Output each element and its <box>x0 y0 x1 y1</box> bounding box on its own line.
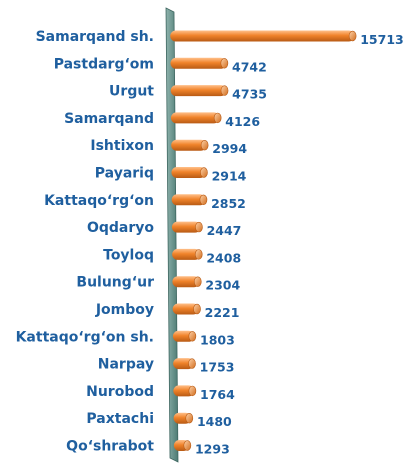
category-label: Urgut <box>109 84 154 100</box>
category-label: Qo‘shrabot <box>66 439 154 455</box>
category-label: Samarqand <box>64 111 154 127</box>
value-label: 4126 <box>225 114 260 129</box>
bar <box>173 385 197 397</box>
bar <box>172 303 201 315</box>
bar <box>170 112 222 124</box>
category-label: Nurobod <box>86 384 154 400</box>
category-label: Samarqand sh. <box>36 29 154 45</box>
category-label: Paxtachi <box>86 411 154 427</box>
bar <box>171 139 209 151</box>
category-label: Pastdarg‘om <box>54 56 154 72</box>
bar <box>170 57 229 69</box>
category-label: Ishtixon <box>90 138 154 154</box>
bar <box>172 276 202 288</box>
bar <box>171 167 208 178</box>
bar <box>173 412 194 424</box>
axis-wall-plane <box>165 7 179 463</box>
value-label: 4742 <box>232 59 267 74</box>
category-label: Oqdaryo <box>87 220 154 236</box>
value-label: 1293 <box>195 442 230 457</box>
category-label: Payariq <box>95 166 154 182</box>
value-label: 2447 <box>207 223 242 238</box>
bar <box>170 85 229 97</box>
value-label: 1764 <box>200 387 235 402</box>
value-label: 1480 <box>197 414 232 429</box>
bar <box>173 440 192 451</box>
bar <box>173 358 196 370</box>
value-label: 15713 <box>360 32 404 47</box>
value-label: 1803 <box>200 332 235 347</box>
bar <box>172 330 197 342</box>
bar <box>171 194 208 206</box>
value-label: 2221 <box>205 305 240 320</box>
bar <box>170 30 357 42</box>
axis-wall <box>165 7 179 463</box>
category-label: Kattaqo‘rg‘on sh. <box>16 329 154 345</box>
value-label: 2852 <box>211 196 246 211</box>
category-label: Bulung‘ur <box>76 275 154 291</box>
value-label: 2914 <box>212 169 247 184</box>
category-label: Narpay <box>98 357 154 373</box>
value-label: 2304 <box>205 278 240 293</box>
bar <box>172 248 203 260</box>
value-label: 2994 <box>212 141 247 156</box>
value-label: 1753 <box>200 360 235 375</box>
value-label: 2408 <box>206 250 241 265</box>
bar <box>171 221 203 233</box>
category-label: Jomboy <box>95 302 154 318</box>
category-label: Kattaqo‘rg‘on <box>44 193 154 209</box>
value-label: 4735 <box>232 87 267 102</box>
category-label: Toyloq <box>103 247 154 263</box>
